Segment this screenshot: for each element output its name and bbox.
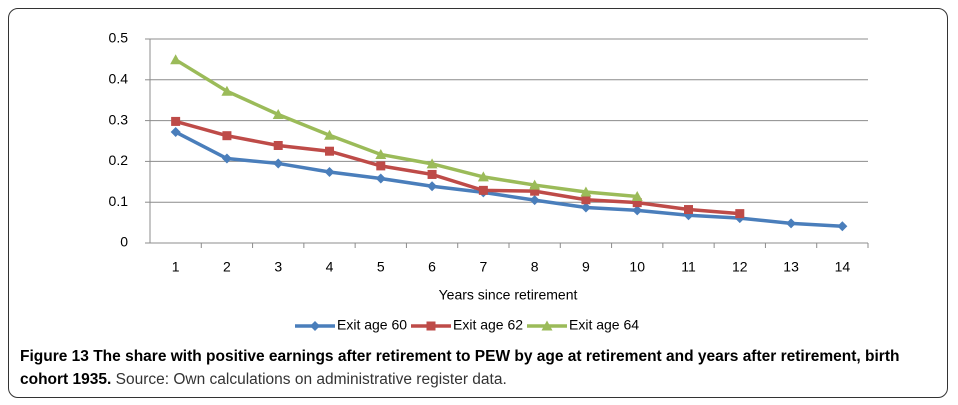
y-tick-label: 0.3 <box>109 111 129 127</box>
marker <box>325 146 334 156</box>
legend-label: Exit age 60 <box>337 317 407 333</box>
y-tick-label: 0.4 <box>109 71 129 87</box>
x-tick-label: 8 <box>531 259 539 275</box>
marker <box>427 169 437 179</box>
marker <box>580 186 592 197</box>
marker <box>375 148 387 159</box>
marker <box>427 181 438 192</box>
marker <box>272 108 284 119</box>
marker <box>324 129 335 140</box>
caption-source: Source: Own calculations on administrati… <box>115 371 507 388</box>
marker <box>171 116 181 126</box>
marker <box>273 140 283 150</box>
x-tick-label: 3 <box>274 259 282 275</box>
y-tick-label: 0.1 <box>109 193 129 209</box>
marker <box>221 153 232 164</box>
x-axis-title: Years since retirement <box>439 287 578 303</box>
marker <box>529 179 541 190</box>
series-line <box>175 119 740 216</box>
x-tick-label: 6 <box>428 259 436 275</box>
marker <box>581 195 591 205</box>
marker <box>786 218 797 229</box>
marker <box>273 158 284 169</box>
marker <box>530 186 540 196</box>
marker <box>310 321 320 331</box>
marker <box>324 167 335 178</box>
legend-label: Exit age 62 <box>453 317 523 333</box>
marker <box>632 205 643 216</box>
marker <box>837 221 848 232</box>
legend-label: Exit age 64 <box>569 317 639 333</box>
x-tick-label: 14 <box>835 259 851 275</box>
y-tick-label: 0 <box>120 234 128 250</box>
caption-title: Figure 13 The share with positive earnin… <box>20 348 900 388</box>
marker <box>529 195 540 206</box>
marker <box>170 54 182 65</box>
marker <box>477 171 489 182</box>
x-tick-label: 2 <box>223 259 231 275</box>
marker <box>426 321 436 331</box>
marker <box>170 127 181 138</box>
marker <box>632 198 642 208</box>
x-tick-label: 12 <box>732 259 748 275</box>
chart: Years since retirement 0 0.1 0.2 0.3 0.4 0.5 1… <box>109 30 869 333</box>
x-tick-label: 10 <box>629 259 645 275</box>
y-tick-label: 0.2 <box>109 152 129 168</box>
x-tick-label: 7 <box>479 259 487 275</box>
marker <box>376 161 386 171</box>
x-tick-label: 9 <box>582 259 590 275</box>
marker <box>541 320 553 331</box>
marker <box>221 85 233 96</box>
y-tick-label: 0.5 <box>109 30 129 46</box>
marker <box>735 209 745 219</box>
marker <box>375 173 386 184</box>
series-line <box>174 130 843 229</box>
x-tick-label: 4 <box>326 259 334 275</box>
series-line <box>174 58 638 199</box>
marker <box>580 202 591 213</box>
marker <box>684 205 693 215</box>
x-tick-label: 11 <box>681 259 696 275</box>
x-tick-label: 13 <box>783 259 799 275</box>
caption: Figure 13 The share with positive earnin… <box>20 345 945 391</box>
x-tick-label: 1 <box>172 259 180 275</box>
marker <box>631 190 643 201</box>
marker <box>426 158 438 169</box>
x-tick-label: 5 <box>377 259 385 275</box>
marker <box>478 185 488 195</box>
figure-frame <box>8 8 948 398</box>
marker <box>222 131 232 141</box>
